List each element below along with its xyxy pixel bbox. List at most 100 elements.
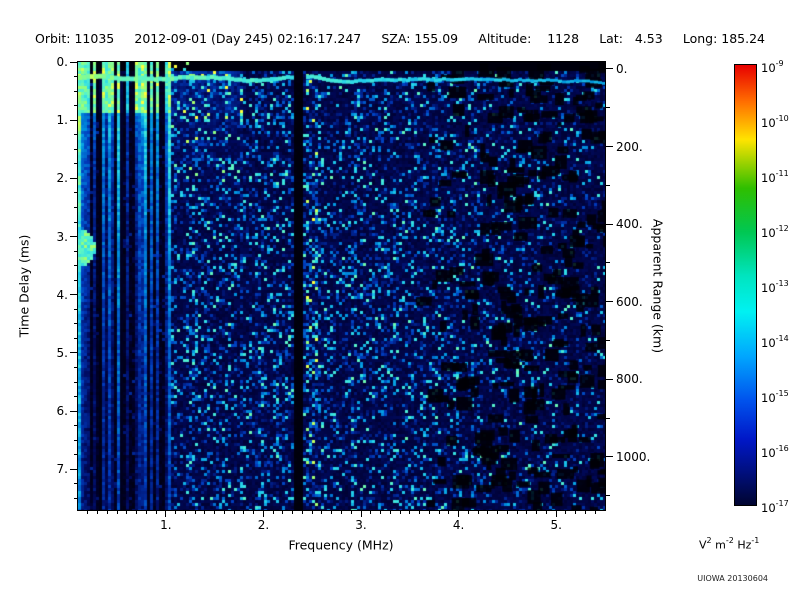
range-axis-tick-label: 0. — [616, 61, 628, 76]
y-axis-tick — [70, 468, 77, 470]
x-axis-tick-label: 2. — [257, 518, 270, 532]
header-longitude: Long: 185.24 — [682, 31, 765, 46]
x-axis-minor-tick — [516, 511, 518, 514]
range-axis-tick — [606, 146, 613, 148]
y-axis-tick — [70, 177, 77, 179]
x-axis-tick-label: 4. — [452, 518, 465, 532]
x-axis-minor-tick — [584, 511, 586, 514]
range-axis-tick-label: 1000. — [616, 449, 651, 464]
x-axis-minor-tick — [175, 511, 177, 514]
x-axis-minor-tick — [106, 511, 108, 514]
x-axis-minor-tick — [214, 511, 216, 514]
y-axis-tick — [70, 236, 77, 238]
x-axis-minor-tick — [448, 511, 450, 514]
y-axis-label-left: Time Delay (ms) — [16, 234, 32, 338]
x-axis-minor-tick — [506, 511, 508, 514]
range-axis-minor-tick — [606, 107, 610, 109]
range-axis-tick — [606, 301, 613, 303]
range-axis-tick — [606, 68, 613, 70]
header-latitude: Lat: 4.53 — [599, 31, 663, 46]
x-axis-minor-tick — [97, 511, 99, 514]
x-axis-minor-tick — [409, 511, 411, 514]
x-axis-minor-tick — [243, 511, 245, 514]
x-axis-minor-tick — [292, 511, 294, 514]
y-axis-tick-label: 0. — [56, 55, 68, 69]
x-axis-minor-tick — [389, 511, 391, 514]
x-axis-minor-tick — [301, 511, 303, 514]
colorbar-gradient-canvas — [735, 65, 756, 505]
x-axis-minor-tick — [311, 511, 313, 514]
range-axis-minor-tick — [606, 262, 610, 264]
x-axis-tick — [165, 511, 167, 517]
y-axis-tick — [70, 119, 77, 121]
y-axis-tick — [70, 410, 77, 412]
x-axis-label: Frequency (MHz) — [288, 537, 394, 553]
x-axis-minor-tick — [136, 511, 138, 514]
y-axis-tick-label: 5. — [56, 345, 68, 360]
colorbar-tick-label: 10-16 — [761, 444, 789, 460]
x-axis-minor-tick — [194, 511, 196, 514]
x-axis-minor-tick — [428, 511, 430, 514]
x-axis-minor-tick — [321, 511, 323, 514]
x-axis-tick-label: 5. — [550, 518, 562, 532]
x-axis-minor-tick — [87, 511, 89, 514]
x-axis-minor-tick — [545, 511, 547, 514]
x-axis-minor-tick — [497, 511, 499, 514]
x-axis-minor-tick — [467, 511, 469, 514]
header-altitude: Altitude: 1128 — [478, 31, 580, 46]
colorbar-tick-label: 10-11 — [761, 169, 789, 185]
x-axis-tick-label: 1. — [160, 518, 172, 532]
y-axis-tick-label: 6. — [56, 404, 68, 419]
x-axis-minor-tick — [145, 511, 147, 514]
x-axis-minor-tick — [184, 511, 186, 514]
header-info: Orbit: 11035 2012-09-01 (Day 245) 02:16:… — [35, 31, 765, 46]
y-axis-tick-label: 4. — [56, 287, 68, 302]
x-axis-minor-tick — [233, 511, 235, 514]
x-axis-minor-tick — [253, 511, 255, 514]
x-axis-minor-tick — [370, 511, 372, 514]
x-axis-tick — [360, 511, 362, 517]
x-axis-minor-tick — [126, 511, 128, 514]
x-axis-minor-tick — [526, 511, 528, 514]
x-axis-tick — [555, 511, 557, 517]
y-axis-tick — [70, 294, 77, 296]
range-axis-tick — [606, 456, 613, 458]
range-axis-tick-label: 800. — [616, 372, 643, 387]
ionogram-heatmap-canvas — [78, 62, 605, 510]
x-axis-minor-tick — [438, 511, 440, 514]
colorbar — [734, 64, 757, 506]
range-axis-tick — [606, 223, 613, 225]
header-orbit: Orbit: 11035 — [35, 31, 115, 46]
y-axis-tick-label: 1. — [56, 113, 68, 128]
colorbar-tick-label: 10-17 — [761, 499, 789, 515]
colorbar-unit-label: V2 m-2 Hz-1 — [699, 536, 760, 552]
colorbar-tick-label: 10-12 — [761, 224, 789, 240]
y-axis-tick-label: 3. — [56, 229, 68, 244]
plot-area — [77, 61, 606, 511]
range-axis-minor-tick — [606, 417, 610, 419]
x-axis-minor-tick — [272, 511, 274, 514]
x-axis-minor-tick — [116, 511, 118, 514]
x-axis-minor-tick — [223, 511, 225, 514]
range-axis-minor-tick — [606, 184, 610, 186]
x-axis-minor-tick — [282, 511, 284, 514]
y-axis-tick-label: 7. — [56, 462, 68, 477]
x-axis-tick — [458, 511, 460, 517]
colorbar-tick-label: 10-15 — [761, 389, 789, 405]
x-axis-minor-tick — [350, 511, 352, 514]
x-axis-minor-tick — [565, 511, 567, 514]
x-axis-minor-tick — [204, 511, 206, 514]
x-axis-minor-tick — [331, 511, 333, 514]
x-axis-minor-tick — [575, 511, 577, 514]
y-axis-tick — [70, 61, 77, 63]
header-datetime: 2012-09-01 (Day 245) 02:16:17.247 — [134, 31, 362, 46]
x-axis-minor-tick — [594, 511, 596, 514]
colorbar-tick-label: 10-9 — [761, 59, 784, 75]
header-sza: SZA: 155.09 — [381, 31, 459, 46]
x-axis-minor-tick — [380, 511, 382, 514]
range-axis-minor-tick — [606, 495, 610, 497]
colorbar-tick-label: 10-13 — [761, 279, 789, 295]
x-axis-minor-tick — [536, 511, 538, 514]
range-axis-tick-label: 200. — [616, 139, 643, 154]
